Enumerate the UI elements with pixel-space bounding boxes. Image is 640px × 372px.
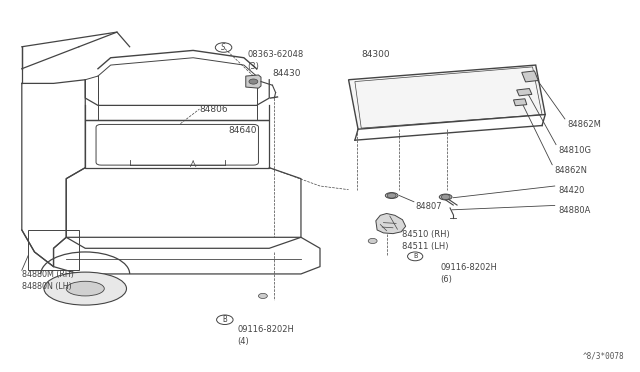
Text: B: B (223, 315, 227, 324)
Text: 84862N: 84862N (555, 166, 588, 175)
Polygon shape (522, 71, 538, 82)
Polygon shape (349, 65, 545, 129)
Text: 84300: 84300 (361, 51, 390, 60)
Polygon shape (516, 89, 532, 96)
Ellipse shape (385, 193, 398, 198)
Text: 84806: 84806 (200, 105, 228, 114)
Text: 09116-8202H
(4): 09116-8202H (4) (237, 325, 294, 346)
Polygon shape (376, 214, 406, 234)
Circle shape (249, 79, 258, 84)
Text: 84807: 84807 (415, 202, 442, 212)
Text: 84430: 84430 (273, 69, 301, 78)
Text: 84862M: 84862M (568, 120, 602, 129)
Text: 84880A: 84880A (558, 206, 590, 215)
Ellipse shape (44, 272, 127, 305)
Text: 84810G: 84810G (558, 146, 591, 155)
Text: S: S (221, 43, 226, 52)
Polygon shape (513, 99, 527, 106)
Text: 84510 (RH)
84511 (LH): 84510 (RH) 84511 (LH) (403, 230, 450, 251)
Text: 84880M (RH)
84880N (LH): 84880M (RH) 84880N (LH) (22, 270, 74, 291)
Circle shape (387, 193, 396, 198)
Text: 09116-8202H
(6): 09116-8202H (6) (440, 263, 497, 284)
Circle shape (441, 195, 450, 199)
Text: 08363-62048
(3): 08363-62048 (3) (247, 51, 303, 71)
Ellipse shape (66, 281, 104, 296)
Text: B: B (413, 253, 417, 259)
Polygon shape (246, 75, 261, 88)
Text: 84640: 84640 (228, 125, 257, 135)
Text: ^8/3*0078: ^8/3*0078 (583, 351, 625, 360)
Ellipse shape (439, 194, 452, 200)
Circle shape (368, 238, 377, 244)
Text: 84420: 84420 (558, 186, 584, 195)
Circle shape (259, 294, 268, 298)
